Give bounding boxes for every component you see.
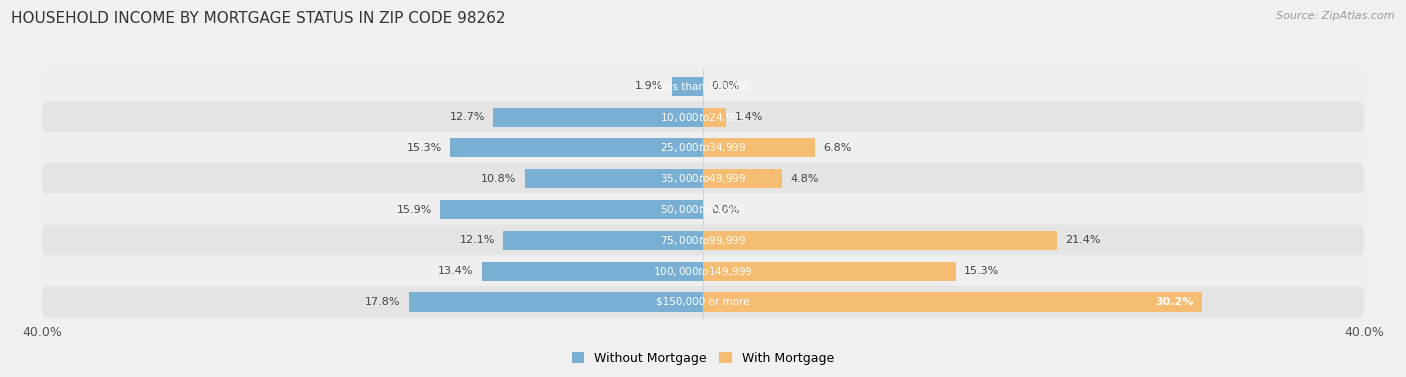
- FancyBboxPatch shape: [42, 70, 1364, 103]
- Text: Less than $10,000: Less than $10,000: [655, 81, 751, 91]
- Text: HOUSEHOLD INCOME BY MORTGAGE STATUS IN ZIP CODE 98262: HOUSEHOLD INCOME BY MORTGAGE STATUS IN Z…: [11, 11, 506, 26]
- FancyBboxPatch shape: [42, 132, 1364, 164]
- Text: $75,000 to $99,999: $75,000 to $99,999: [659, 234, 747, 247]
- Bar: [494, 107, 703, 127]
- Text: 12.1%: 12.1%: [460, 235, 495, 245]
- FancyBboxPatch shape: [42, 224, 1364, 256]
- Bar: [703, 138, 815, 158]
- Bar: [672, 77, 703, 96]
- Text: 4.8%: 4.8%: [790, 174, 820, 184]
- Text: $50,000 to $74,999: $50,000 to $74,999: [659, 203, 747, 216]
- Bar: [503, 231, 703, 250]
- Text: $35,000 to $49,999: $35,000 to $49,999: [659, 172, 747, 185]
- Text: 15.3%: 15.3%: [406, 143, 441, 153]
- Text: $150,000 or more: $150,000 or more: [657, 297, 749, 307]
- Text: 1.4%: 1.4%: [734, 112, 763, 122]
- Text: 1.9%: 1.9%: [636, 81, 664, 91]
- FancyBboxPatch shape: [42, 255, 1364, 287]
- Text: 10.8%: 10.8%: [481, 174, 516, 184]
- FancyBboxPatch shape: [42, 101, 1364, 133]
- Text: $100,000 to $149,999: $100,000 to $149,999: [654, 265, 752, 278]
- FancyBboxPatch shape: [42, 286, 1364, 318]
- Text: Source: ZipAtlas.com: Source: ZipAtlas.com: [1277, 11, 1395, 21]
- Text: 15.3%: 15.3%: [965, 266, 1000, 276]
- Text: 13.4%: 13.4%: [439, 266, 474, 276]
- Text: 0.0%: 0.0%: [711, 205, 740, 215]
- Text: 30.2%: 30.2%: [1156, 297, 1194, 307]
- Text: 6.8%: 6.8%: [824, 143, 852, 153]
- Text: 15.9%: 15.9%: [396, 205, 432, 215]
- Text: $25,000 to $34,999: $25,000 to $34,999: [659, 141, 747, 155]
- Legend: Without Mortgage, With Mortgage: Without Mortgage, With Mortgage: [567, 347, 839, 370]
- Text: 17.8%: 17.8%: [366, 297, 401, 307]
- Text: 21.4%: 21.4%: [1064, 235, 1101, 245]
- Bar: [703, 293, 1202, 311]
- Text: 12.7%: 12.7%: [450, 112, 485, 122]
- Text: $10,000 to $24,999: $10,000 to $24,999: [659, 110, 747, 124]
- Bar: [409, 293, 703, 311]
- Bar: [703, 107, 725, 127]
- Bar: [703, 231, 1056, 250]
- Bar: [703, 169, 782, 188]
- Bar: [440, 200, 703, 219]
- Bar: [482, 262, 703, 281]
- FancyBboxPatch shape: [42, 193, 1364, 225]
- Bar: [524, 169, 703, 188]
- Bar: [703, 262, 956, 281]
- Text: 0.0%: 0.0%: [711, 81, 740, 91]
- Bar: [450, 138, 703, 158]
- FancyBboxPatch shape: [42, 163, 1364, 195]
